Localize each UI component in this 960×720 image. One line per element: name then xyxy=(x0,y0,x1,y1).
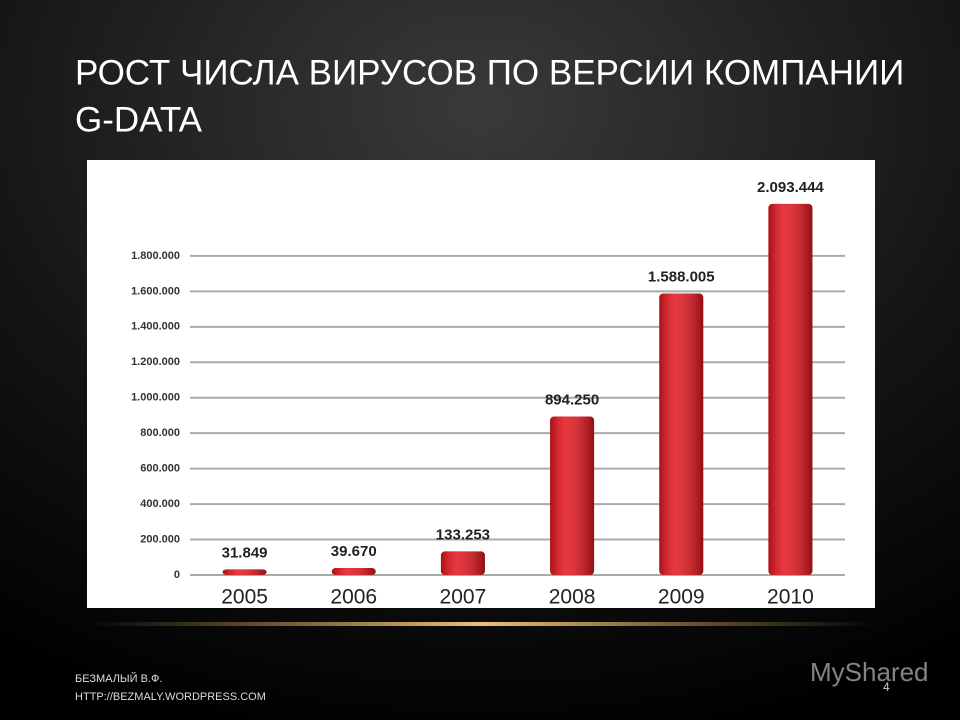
x-tick-label: 2007 xyxy=(440,586,487,609)
footer-url: HTTP://BEZMALY.WORDPRESS.COM xyxy=(75,691,266,703)
bar-shade xyxy=(550,416,595,575)
glow-line xyxy=(87,622,875,626)
y-tick-label: 1.600.000 xyxy=(131,285,180,297)
x-tick-label: 2008 xyxy=(549,586,596,609)
page-number: 4 xyxy=(883,680,890,694)
x-tick-label: 2006 xyxy=(330,586,377,609)
y-tick-label: 1.200.000 xyxy=(131,356,180,368)
title-line: РОСТ ЧИСЛА ВИРУСОВ ПО ВЕРСИИ КОМПАНИИ xyxy=(75,53,904,92)
y-tick-label: 200.000 xyxy=(140,533,180,545)
value-label: 894.250 xyxy=(545,391,599,408)
footer-author: БЕЗМАЛЫЙ В.Ф. xyxy=(75,672,162,685)
bar-shade xyxy=(768,203,813,575)
y-tick-label: 600.000 xyxy=(140,463,180,475)
plot: 0 200.000 400.000 600.000 800.000 1.000.000 1.… xyxy=(131,179,845,609)
y-tick-label: 0 xyxy=(174,569,180,581)
y-tick-label: 800.000 xyxy=(140,427,180,439)
value-label: 1.588.005 xyxy=(648,268,715,285)
chart-panel xyxy=(87,160,875,608)
value-label: 31.849 xyxy=(222,544,268,561)
x-tick-label: 2010 xyxy=(767,586,814,609)
bar-shade xyxy=(440,551,485,575)
y-tick-label: 1.800.000 xyxy=(131,250,180,262)
y-tick-label: 400.000 xyxy=(140,498,180,510)
x-tick-label: 2005 xyxy=(221,586,268,609)
value-label: 2.093.444 xyxy=(757,179,824,196)
value-label: 39.670 xyxy=(331,543,377,560)
bar-shade xyxy=(331,567,376,575)
watermark: MyShared xyxy=(810,657,929,687)
bar-shade xyxy=(659,293,704,575)
value-label: 133.253 xyxy=(436,526,490,543)
y-tick-label: 1.400.000 xyxy=(131,321,180,333)
title-line: G-DATA xyxy=(75,100,203,139)
x-tick-label: 2009 xyxy=(658,586,705,609)
bar-shade xyxy=(222,569,267,575)
y-tick-label: 1.000.000 xyxy=(131,392,180,404)
